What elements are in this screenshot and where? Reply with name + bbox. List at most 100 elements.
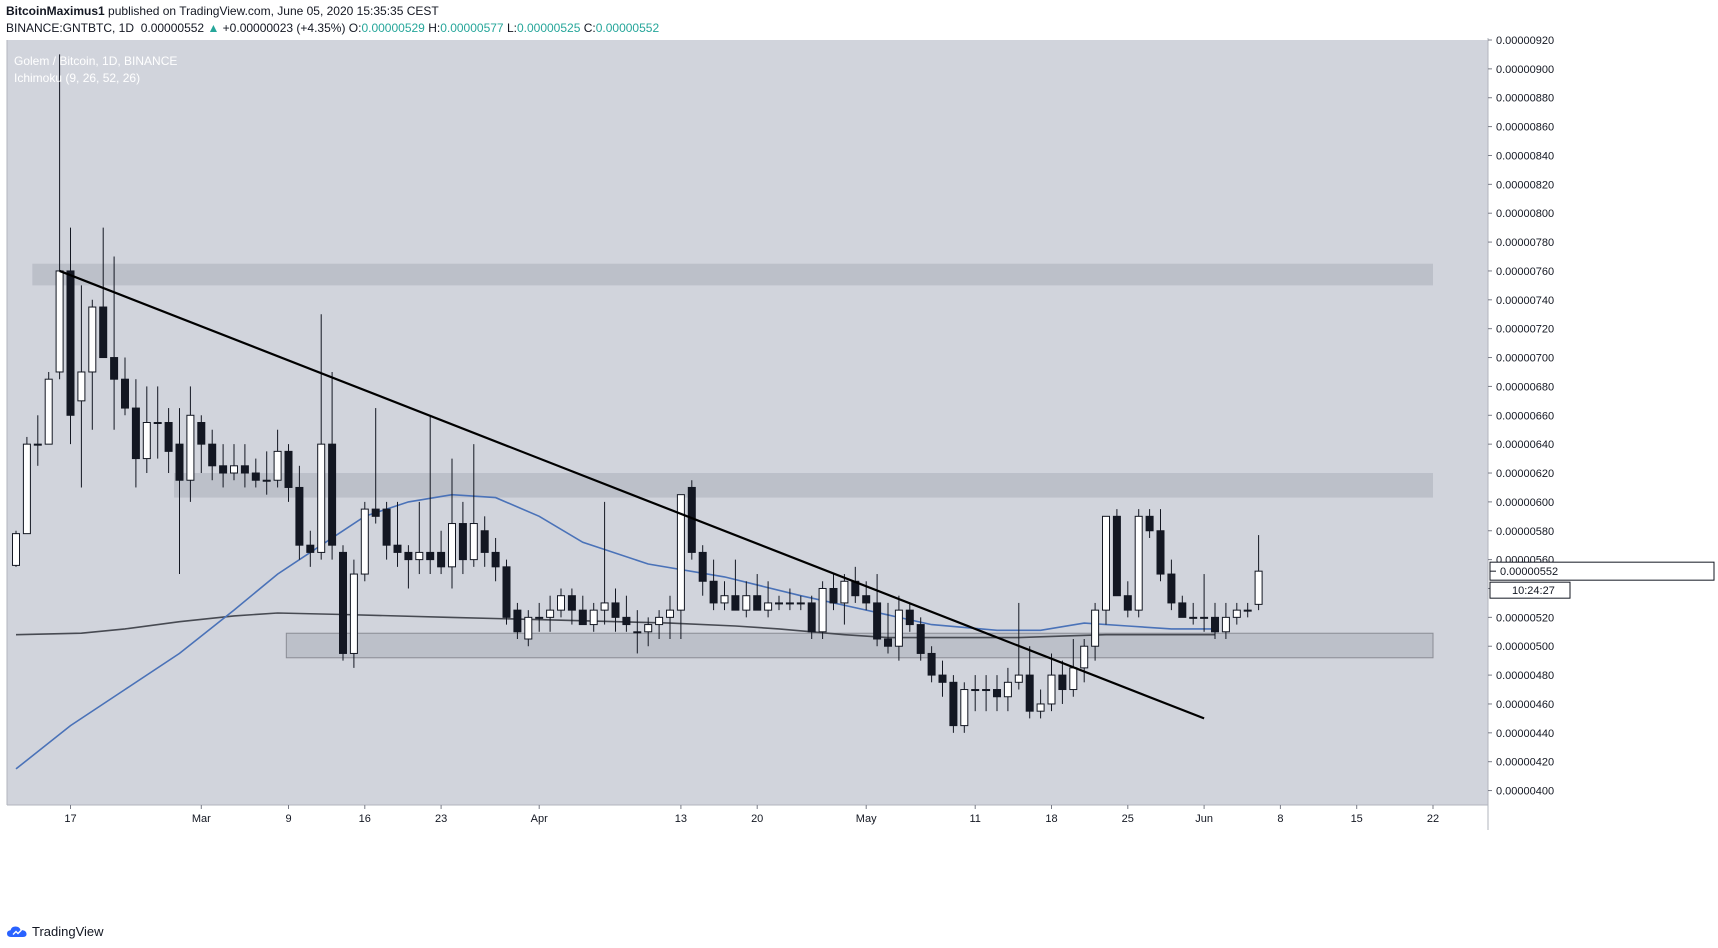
candle xyxy=(775,595,783,611)
candle xyxy=(1058,660,1067,704)
tradingview-footer: TradingView xyxy=(6,924,104,939)
candle-body-down xyxy=(251,472,260,481)
candle xyxy=(1232,602,1241,625)
candle xyxy=(611,588,620,632)
candle xyxy=(317,314,326,560)
candle-body-down xyxy=(1112,515,1121,597)
x-tick-label: 8 xyxy=(1277,813,1283,825)
candle-body-down xyxy=(1211,616,1219,633)
indicator-label: Ichimoku (9, 26, 52, 26) xyxy=(14,71,140,85)
candle-body-up xyxy=(796,602,805,605)
countdown-box xyxy=(1489,581,1571,599)
candle-body-down xyxy=(622,616,631,626)
candle xyxy=(1025,646,1034,719)
candle-body-down xyxy=(131,407,140,460)
x-tick-label: Jun xyxy=(1195,813,1213,825)
candle xyxy=(1102,515,1110,625)
open-label: O: xyxy=(348,21,362,35)
candle xyxy=(1112,509,1121,597)
candle-body-down xyxy=(698,551,707,582)
candle-body-up xyxy=(1102,515,1110,611)
candle xyxy=(742,581,751,618)
candle xyxy=(415,501,424,575)
candle-body-up xyxy=(894,609,903,647)
candle xyxy=(12,530,20,567)
candle-body-down xyxy=(578,609,587,626)
candle-body-up xyxy=(448,523,456,568)
candle xyxy=(44,371,53,445)
candle xyxy=(1254,535,1263,611)
candle-body-up xyxy=(77,371,86,402)
candle-body-down xyxy=(382,508,391,546)
candle xyxy=(698,545,707,596)
candle xyxy=(371,408,380,524)
candle xyxy=(796,595,805,611)
candle xyxy=(578,595,587,626)
candle xyxy=(458,501,467,575)
support-resistance-zone xyxy=(174,473,1433,498)
candle xyxy=(949,675,958,733)
candle xyxy=(644,617,653,647)
candle-body-up xyxy=(971,689,980,692)
y-tick-label: 0.00000780 xyxy=(1496,237,1554,249)
candle-body-down xyxy=(916,624,925,654)
candle xyxy=(884,602,892,654)
candle xyxy=(567,588,576,625)
candle-body-down xyxy=(339,551,347,654)
candle-body-up xyxy=(1014,674,1023,683)
candle xyxy=(306,530,315,567)
candle-body-down xyxy=(1167,573,1176,604)
price-change: +0.00000023 (+4.35%) xyxy=(222,21,346,35)
candle-body-up xyxy=(1221,616,1230,633)
candle-body-down xyxy=(927,652,936,676)
candle-body-down xyxy=(110,357,119,380)
y-tick-label: 0.00000580 xyxy=(1496,526,1554,538)
candle xyxy=(927,646,936,683)
candle xyxy=(1091,602,1100,661)
candle xyxy=(916,617,925,661)
y-tick-label: 0.00000400 xyxy=(1496,786,1554,798)
candle-body-down xyxy=(175,443,184,481)
candle xyxy=(622,595,631,632)
candle xyxy=(589,602,598,632)
candle xyxy=(1189,602,1198,625)
candle-body-up xyxy=(469,523,478,561)
candle xyxy=(1178,595,1187,618)
candle xyxy=(219,444,228,488)
candle xyxy=(1200,574,1209,632)
support-resistance-zone xyxy=(32,263,1434,286)
candle xyxy=(753,574,762,611)
candle-body-down xyxy=(905,609,914,626)
candle-body-down xyxy=(1156,530,1165,575)
x-tick-label: 11 xyxy=(969,813,980,825)
candle xyxy=(971,675,980,712)
candle-body-up xyxy=(535,616,544,619)
candle xyxy=(197,415,206,474)
candle xyxy=(993,675,1001,712)
candle xyxy=(633,610,642,654)
candle-body-down xyxy=(437,551,446,568)
candle-body-up xyxy=(1232,609,1241,618)
chart-title: Golem / Bitcoin, 1D, BINANCE xyxy=(14,54,177,68)
candle xyxy=(829,574,838,611)
candle-body-down xyxy=(404,551,413,561)
candle-body-up xyxy=(1254,570,1263,605)
x-tick-label: 18 xyxy=(1045,813,1057,825)
candle-body-down xyxy=(938,674,947,683)
candle-body-down xyxy=(328,443,337,546)
candle-body-down xyxy=(949,681,958,727)
y-tick-label: 0.00000920 xyxy=(1496,35,1554,47)
candle-body-up xyxy=(589,609,598,626)
candle xyxy=(382,501,391,560)
y-tick-label: 0.00000600 xyxy=(1496,497,1554,509)
y-tick-label: 0.00000460 xyxy=(1496,699,1554,711)
candle-body-down xyxy=(862,595,871,604)
candle xyxy=(546,595,555,632)
candle xyxy=(349,559,358,668)
candle xyxy=(1036,689,1045,719)
up-arrow-icon: ▲ xyxy=(207,21,220,35)
candle xyxy=(600,501,609,625)
candle xyxy=(22,436,31,535)
candle-body-down xyxy=(884,638,892,647)
